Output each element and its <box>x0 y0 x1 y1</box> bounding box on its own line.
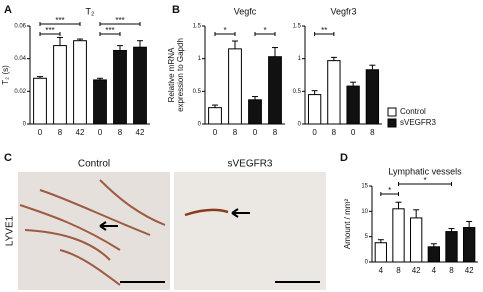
y-tick-label: 0 <box>23 122 27 128</box>
x-tick-label: 8 <box>396 266 401 275</box>
y-tick-label: 0.5 <box>293 89 302 95</box>
x-tick-label: 0 <box>312 128 317 137</box>
chart-title: Lymphatic vessels <box>388 166 462 176</box>
bar <box>208 107 222 125</box>
y-axis-label: expression to Gapdh <box>176 38 185 112</box>
y-tick-label: 1.5 <box>193 24 202 30</box>
y-tick-label: 0.02 <box>14 89 26 95</box>
bar <box>93 79 107 125</box>
y-tick-label: 0 <box>365 260 369 266</box>
significance-label: *** <box>115 16 124 25</box>
legend-label: Control <box>400 107 426 116</box>
bar <box>248 99 262 125</box>
y-tick-label: 10 <box>361 209 368 215</box>
x-tick-label: 8 <box>370 128 375 137</box>
x-tick-label: 8 <box>58 128 63 137</box>
y-tick-label: 0 <box>298 122 302 128</box>
bar <box>73 40 87 125</box>
x-tick-label: 0 <box>253 128 258 137</box>
y-tick-label: 0.5 <box>193 89 202 95</box>
chart-title: Vegfc <box>234 6 257 16</box>
y-tick-label: 1.5 <box>293 24 302 30</box>
y-axis-label: Amount / mm² <box>343 199 352 250</box>
x-tick-label: 8 <box>449 266 454 275</box>
y-tick-label: 15 <box>361 184 368 190</box>
y-axis-label: Relative mRNA <box>167 47 176 102</box>
bar <box>346 85 360 125</box>
x-tick-label: 8 <box>118 128 123 137</box>
significance-label: ** <box>321 26 327 35</box>
bar <box>410 217 423 263</box>
x-tick-label: 8 <box>332 128 337 137</box>
x-tick-label: 8 <box>233 128 238 137</box>
bar <box>365 69 380 125</box>
bar <box>268 56 282 125</box>
x-tick-label: 42 <box>76 128 85 137</box>
x-tick-label: 4 <box>379 266 384 275</box>
legend-swatch <box>387 107 397 117</box>
bar <box>33 77 47 125</box>
bar <box>307 94 322 125</box>
panel-label: D <box>340 152 348 164</box>
bar <box>228 48 242 125</box>
x-tick-label: 0 <box>351 128 356 137</box>
bar <box>445 231 458 263</box>
chart-title: T₂ <box>86 6 95 16</box>
significance-label: *** <box>45 26 54 35</box>
significance-label: *** <box>105 26 114 35</box>
bar <box>53 45 67 125</box>
micrograph <box>18 172 170 290</box>
y-tick-label: 0.04 <box>14 56 26 62</box>
bar <box>427 246 440 263</box>
y-tick-label: 0.06 <box>14 24 26 30</box>
bar <box>113 50 127 125</box>
micrograph <box>174 172 326 290</box>
row-label: LYVE1 <box>5 215 16 246</box>
y-tick-label: 5 <box>365 234 369 240</box>
bar <box>392 208 405 263</box>
bar <box>133 46 147 125</box>
y-tick-label: 0 <box>198 122 202 128</box>
panel-label: B <box>172 4 180 16</box>
significance-label: * <box>388 186 391 195</box>
significance-label: * <box>223 26 226 35</box>
bar <box>463 227 476 263</box>
y-tick-label: 1 <box>198 56 202 62</box>
legend-label: sVEGFR3 <box>400 118 437 127</box>
significance-label: * <box>263 26 266 35</box>
x-tick-label: 42 <box>412 266 421 275</box>
bar <box>374 242 387 263</box>
y-tick-label: 1 <box>298 56 302 62</box>
significance-label: *** <box>55 16 64 25</box>
image-title: Control <box>78 159 110 170</box>
panel-label: A <box>4 4 12 16</box>
legend-swatch <box>387 118 397 128</box>
image-title: sVEGFR3 <box>227 159 272 170</box>
x-tick-label: 0 <box>98 128 103 137</box>
x-tick-label: 0 <box>38 128 43 137</box>
chart-title: Vegfr3 <box>330 6 356 16</box>
x-tick-label: 8 <box>273 128 278 137</box>
panel-label: C <box>4 152 12 164</box>
bar <box>327 60 341 125</box>
significance-label: * <box>423 176 426 185</box>
x-tick-label: 4 <box>432 266 437 275</box>
x-tick-label: 42 <box>465 266 474 275</box>
x-tick-label: 42 <box>136 128 145 137</box>
y-axis-label: T₂ (s) <box>1 65 10 85</box>
x-tick-label: 0 <box>213 128 218 137</box>
